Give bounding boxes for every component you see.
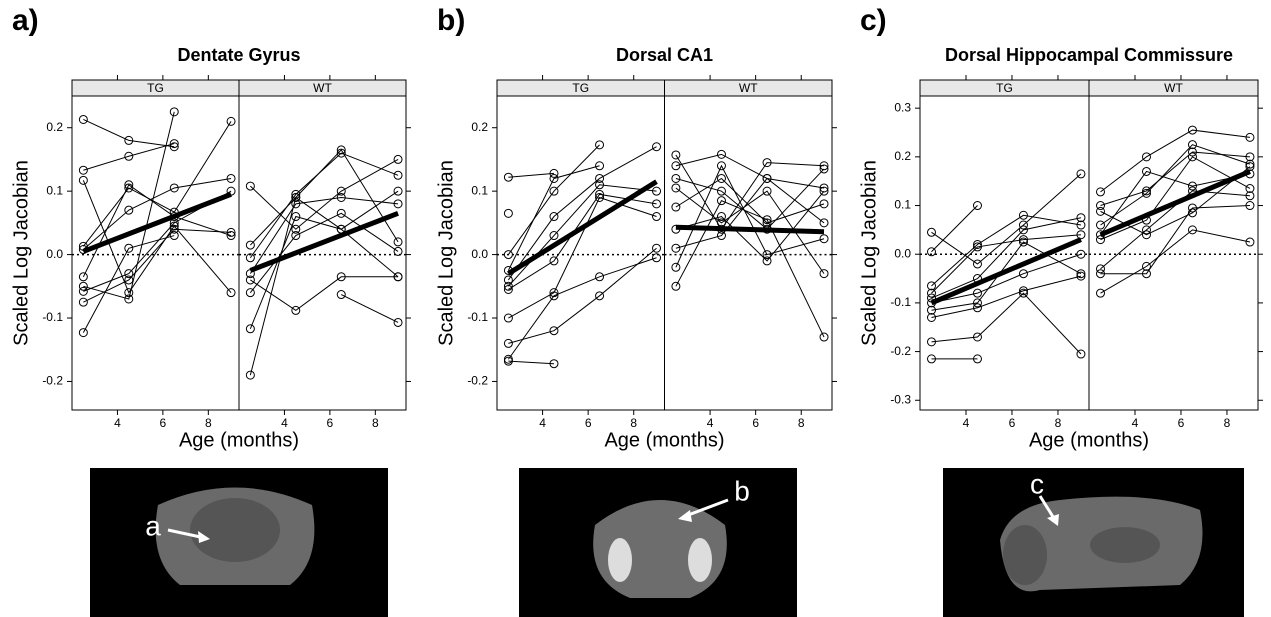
subject-point <box>227 117 235 125</box>
x-tick-label: 4 <box>1132 416 1139 430</box>
subject-line <box>931 206 977 252</box>
subject-line <box>250 159 398 229</box>
subject-line <box>508 361 554 364</box>
y-axis-label: Scaled Log Jacobian <box>858 160 880 346</box>
subject-line <box>83 119 174 146</box>
y-tick-label: 0.2 <box>471 120 488 134</box>
subject-line <box>931 235 1080 293</box>
subject-line <box>341 295 398 323</box>
y-tick-label: -0.3 <box>890 392 911 406</box>
subject-line <box>250 277 398 311</box>
y-axis-label: Scaled Log Jacobian <box>10 160 32 346</box>
fit-line <box>676 227 824 231</box>
y-tick-label: 0.2 <box>46 120 63 134</box>
y-tick-label: 0.1 <box>471 183 488 197</box>
y-tick-label: 0.1 <box>46 183 63 197</box>
strip-label: WT <box>313 81 332 95</box>
x-tick-label: 6 <box>1178 416 1185 430</box>
y-axis-label: Scaled Log Jacobian <box>435 160 457 346</box>
x-tick-label: 4 <box>539 416 546 430</box>
x-tick-label: 4 <box>707 416 714 430</box>
y-tick-label: 0.3 <box>894 100 911 114</box>
image-label: c <box>1030 468 1044 499</box>
subject-line <box>508 173 554 177</box>
subject-line <box>676 178 824 248</box>
subject-line <box>676 166 824 267</box>
subject-line <box>83 180 231 292</box>
subject-point <box>504 355 512 363</box>
panel-frame <box>497 96 665 410</box>
subject-point <box>504 314 512 322</box>
y-tick-label: -0.2 <box>467 374 488 388</box>
subject-line <box>250 213 398 292</box>
x-tick-label: 6 <box>585 416 592 430</box>
strip-label: WT <box>1164 81 1183 95</box>
y-tick-label: -0.1 <box>467 310 488 324</box>
chart-title: Dentate Gyrus <box>177 45 300 65</box>
panel-frame <box>1089 96 1258 410</box>
strip-label: TG <box>572 81 589 95</box>
panel-label: a) <box>12 4 39 37</box>
subject-line <box>676 154 824 188</box>
panel-frame <box>665 96 833 410</box>
panel-frame <box>920 96 1089 410</box>
brain-image-c: c <box>943 468 1244 617</box>
subject-point <box>504 209 512 217</box>
y-tick-label: -0.1 <box>42 310 63 324</box>
y-tick-label: -0.1 <box>890 295 911 309</box>
x-tick-label: 8 <box>372 416 379 430</box>
subject-line <box>250 191 398 375</box>
subject-line <box>250 150 398 245</box>
strip-label: WT <box>739 81 758 95</box>
subject-line <box>931 293 1080 354</box>
subject-line <box>1100 230 1249 293</box>
y-tick-label: 0.0 <box>894 246 911 260</box>
x-tick-label: 6 <box>327 416 334 430</box>
y-tick-label: -0.2 <box>42 374 63 388</box>
y-tick-label: 0.2 <box>894 149 911 163</box>
x-tick-label: 6 <box>160 416 167 430</box>
brain-image-b: b <box>519 468 797 617</box>
x-axis-label: Age (months) <box>604 429 724 451</box>
figure: a b c a) Dentate Gyrus Age (months) Scaled … <box>0 0 1271 617</box>
chart-title: Dorsal CA1 <box>616 45 713 65</box>
y-tick-label: -0.2 <box>890 344 911 358</box>
x-tick-label: 4 <box>114 416 121 430</box>
subject-line <box>931 242 1080 310</box>
x-axis-label: Age (months) <box>179 429 299 451</box>
subject-line <box>1100 206 1249 274</box>
x-tick-label: 8 <box>1224 416 1231 430</box>
image-label: b <box>734 475 750 506</box>
fit-line <box>508 182 656 274</box>
y-tick-label: 0.0 <box>46 247 63 261</box>
image-label: a <box>145 510 161 541</box>
x-tick-label: 6 <box>1009 416 1016 430</box>
subject-point <box>504 339 512 347</box>
y-tick-label: 0.1 <box>894 198 911 212</box>
subject-line <box>83 178 231 249</box>
strip-label: TG <box>996 81 1013 95</box>
x-tick-label: 8 <box>1055 416 1062 430</box>
x-tick-label: 8 <box>630 416 637 430</box>
x-tick-label: 6 <box>752 416 759 430</box>
x-tick-label: 8 <box>205 416 212 430</box>
brain-image-a: a <box>90 468 388 617</box>
strip-label: TG <box>147 81 164 95</box>
chart-title: Dorsal Hippocampal Commissure <box>945 45 1233 65</box>
panel-label: b) <box>437 4 465 37</box>
subject-line <box>931 276 1080 317</box>
x-tick-label: 4 <box>963 416 970 430</box>
y-tick-label: 0.0 <box>471 247 488 261</box>
panel-label: c) <box>860 4 887 37</box>
x-tick-label: 8 <box>798 416 805 430</box>
x-tick-label: 4 <box>281 416 288 430</box>
x-axis-label: Age (months) <box>1029 429 1149 451</box>
